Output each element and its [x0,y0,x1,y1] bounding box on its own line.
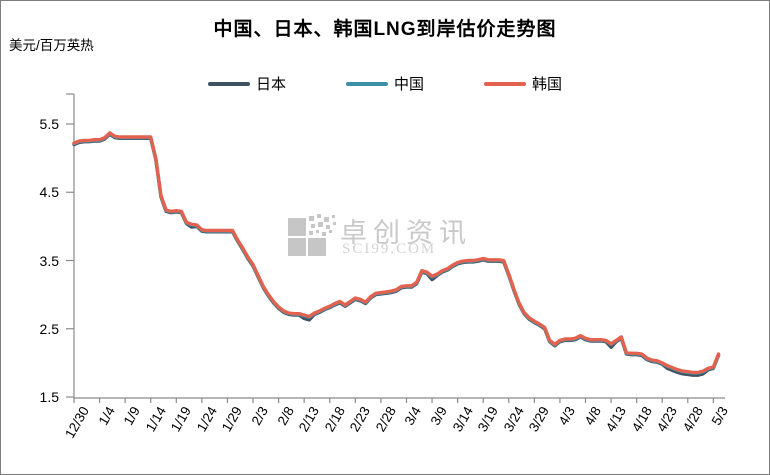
legend-label-japan: 日本 [255,76,286,93]
korea-line-swatch-icon [484,81,526,86]
y-tick-label: 3.5 [39,252,59,269]
y-tick-label: 4.5 [39,184,59,201]
y-tick-label: 1.5 [39,389,59,405]
y-axis-ticks [66,93,74,398]
legend-label-china: 中国 [393,76,424,93]
chart-title: 中国、日本、韩国LNG到岸估价走势图 [213,19,557,40]
series-line-korea [72,131,721,375]
y-axis-unit-label: 美元/百万英热 [9,38,94,53]
legend-label-korea: 韩国 [532,76,563,93]
y-tick-label: 2.5 [39,320,59,337]
japan-line-swatch-icon [207,81,250,86]
legend-item-china: 中国 [345,73,424,94]
x-axis-ticks [73,398,714,403]
china-line-swatch-icon [345,81,388,86]
legend-item-japan: 日本 [207,73,286,94]
legend-item-korea: 韩国 [484,73,562,94]
y-tick-label: 5.5 [39,116,59,132]
legend: 日本 中国 韩国 [1,73,769,94]
